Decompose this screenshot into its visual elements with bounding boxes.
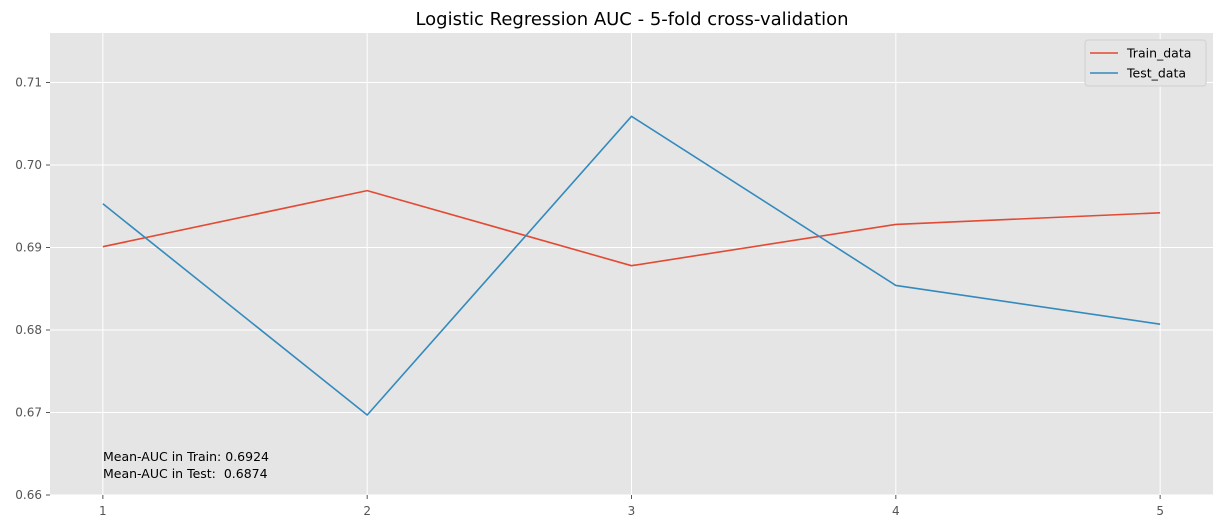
y-tick-label: 0.68 bbox=[15, 323, 42, 337]
y-tick-label: 0.69 bbox=[15, 241, 42, 255]
series-line-test-data bbox=[102, 115, 1161, 416]
y-tick-label: 0.66 bbox=[15, 488, 42, 502]
chart-title: Logistic Regression AUC - 5-fold cross-v… bbox=[415, 9, 848, 30]
annotation-text: Mean-AUC in Train: 0.6924 bbox=[103, 449, 269, 464]
y-tick-label: 0.67 bbox=[15, 406, 42, 420]
series-lines bbox=[102, 115, 1161, 416]
legend: Train_data Test_data bbox=[1084, 39, 1207, 87]
x-tick-label: 5 bbox=[1156, 504, 1164, 518]
x-tick-label: 1 bbox=[99, 504, 107, 518]
legend-label: Test_data bbox=[1126, 66, 1186, 81]
x-tick-label: 4 bbox=[892, 504, 900, 518]
y-tick-label: 0.70 bbox=[15, 158, 42, 172]
legend-box bbox=[1084, 39, 1207, 87]
x-axis-ticks: 1 2 3 4 5 bbox=[99, 495, 1164, 518]
x-tick-label: 3 bbox=[628, 504, 636, 518]
series-line-train-data bbox=[102, 189, 1161, 267]
y-tick-label: 0.71 bbox=[15, 76, 42, 90]
annotations: Mean-AUC in Train: 0.6924 Mean-AUC in Tes… bbox=[103, 449, 269, 481]
annotation-text: Mean-AUC in Test: 0.6874 bbox=[103, 466, 268, 481]
legend-label: Train_data bbox=[1126, 46, 1191, 61]
gridlines bbox=[50, 33, 1213, 496]
y-axis-ticks: 0.66 0.67 0.68 0.69 0.70 0.71 bbox=[15, 76, 50, 502]
x-tick-label: 2 bbox=[363, 504, 371, 518]
